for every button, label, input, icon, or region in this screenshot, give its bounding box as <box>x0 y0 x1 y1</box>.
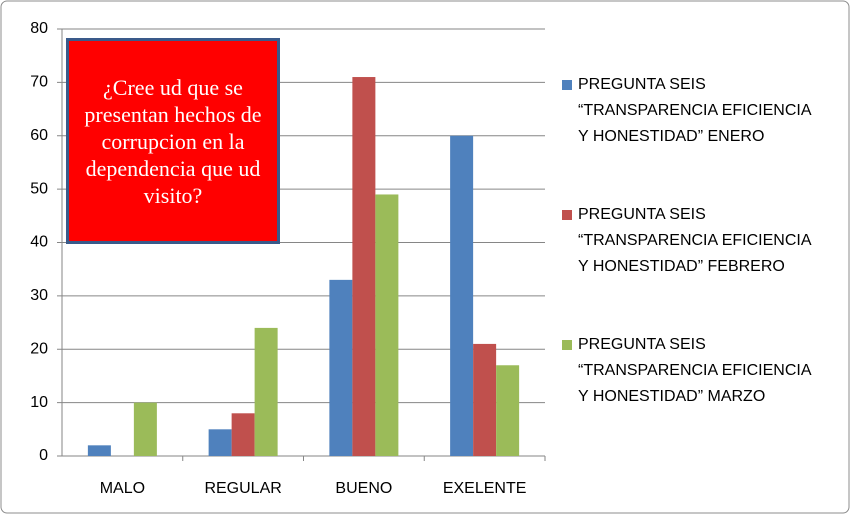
legend-swatch <box>562 210 572 220</box>
legend-entry: PREGUNTA SEIS “TRANSPARENCIA EFICIENCIA … <box>562 72 813 150</box>
bar <box>375 194 399 456</box>
legend-swatch <box>562 80 572 90</box>
bar <box>254 327 278 456</box>
legend-label: PREGUNTA SEIS “TRANSPARENCIA EFICIENCIA … <box>578 336 811 405</box>
x-tick-label: MALO <box>100 480 145 497</box>
legend-swatch <box>562 340 572 350</box>
bar <box>329 279 353 456</box>
bar <box>87 445 111 456</box>
bar <box>473 343 497 456</box>
y-tick-label: 0 <box>39 447 48 464</box>
bar <box>231 413 255 456</box>
legend-entry: PREGUNTA SEIS “TRANSPARENCIA EFICIENCIA … <box>562 202 813 280</box>
y-tick-label: 20 <box>30 340 48 357</box>
bar <box>352 77 376 456</box>
x-tick-label: BUENO <box>335 480 392 497</box>
y-tick-label: 60 <box>30 127 48 144</box>
bar <box>208 429 232 456</box>
y-tick-label: 80 <box>30 20 48 37</box>
legend-entry: PREGUNTA SEIS “TRANSPARENCIA EFICIENCIA … <box>562 332 813 410</box>
x-tick-label: REGULAR <box>204 480 281 497</box>
y-tick-label: 10 <box>30 394 48 411</box>
y-tick-label: 70 <box>30 74 48 91</box>
y-tick-label: 30 <box>30 287 48 304</box>
bar <box>496 365 520 456</box>
annotation: ¿Cree ud que se presentan hechos de corr… <box>66 38 280 244</box>
bar <box>450 135 474 456</box>
legend-label: PREGUNTA SEIS “TRANSPARENCIA EFICIENCIA … <box>578 206 811 275</box>
y-tick-label: 40 <box>30 234 48 251</box>
legend-label: PREGUNTA SEIS “TRANSPARENCIA EFICIENCIA … <box>578 76 811 145</box>
y-tick-label: 50 <box>30 180 48 197</box>
bar <box>133 402 157 456</box>
x-tick-label: EXELENTE <box>443 480 527 497</box>
